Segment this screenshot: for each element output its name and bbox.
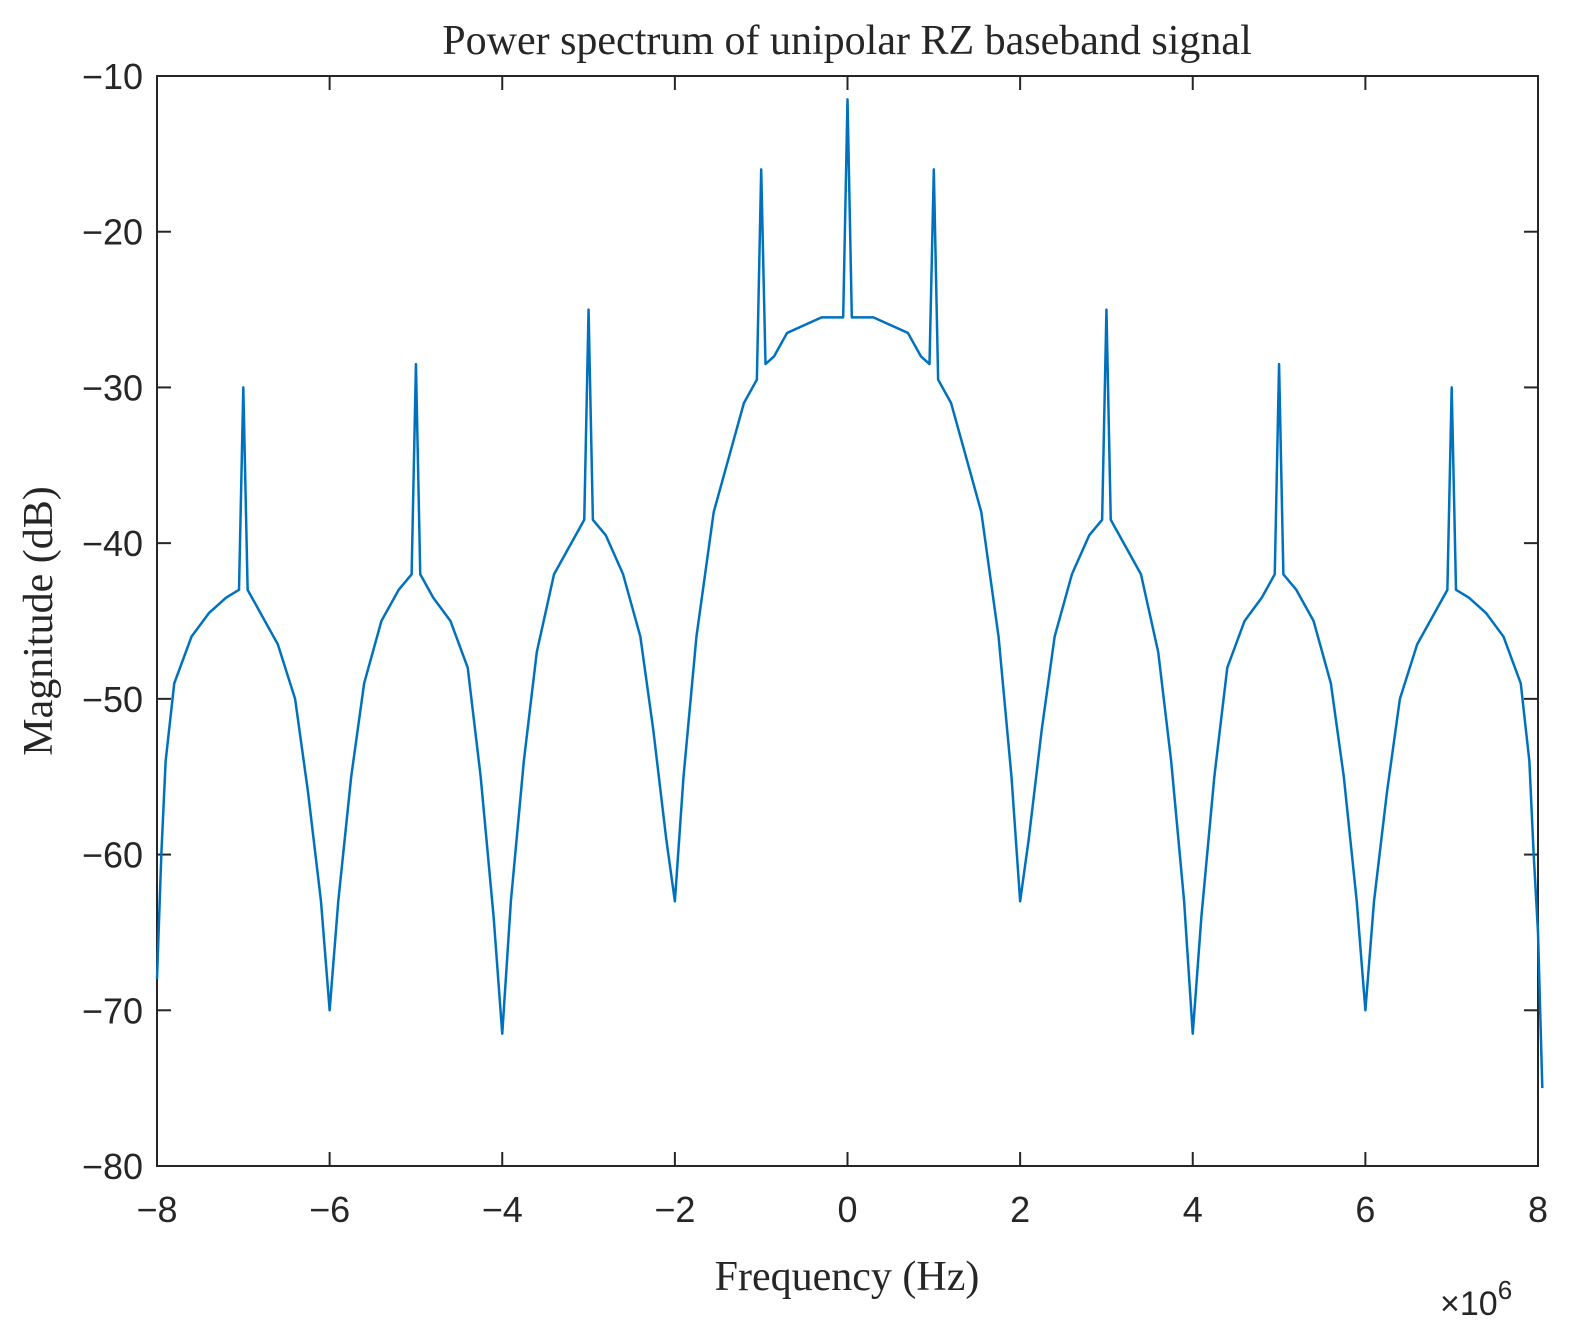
x-exponent-power: 6 [1498,1275,1512,1305]
y-tick-label: −40 [82,523,143,564]
x-tick-label: −4 [482,1189,523,1230]
x-axis-label: Frequency (Hz) [715,1254,980,1300]
x-tick-label: −2 [654,1189,695,1230]
x-tick-label: 6 [1355,1189,1375,1230]
x-tick-label: 4 [1183,1189,1203,1230]
x-tick-label: −8 [136,1189,177,1230]
x-axis-exponent: ×106 [1440,1275,1512,1323]
x-tick-label: 8 [1528,1189,1548,1230]
x-tick-label: 2 [1010,1189,1030,1230]
y-tick-label: −10 [82,56,143,97]
chart-title: Power spectrum of unipolar RZ baseband s… [442,18,1251,64]
x-exponent-prefix: ×10 [1440,1285,1498,1323]
y-tick-label: −30 [82,367,143,408]
y-tick-label: −60 [82,835,143,876]
tick-labels: −8 −6 −4 −2 0 2 4 6 8−10−20−30−40−50−60−70−80 [82,56,1548,1230]
series-group [155,98,1544,1089]
y-tick-label: −70 [82,990,143,1031]
y-axis-label: Magnitude (dB) [16,486,62,755]
y-tick-label: −80 [82,1146,143,1187]
y-tick-label: −20 [82,212,143,253]
series-line-0 [155,98,1544,1089]
ticks [156,75,1539,1167]
axes-box [156,75,1539,1167]
x-tick-label: 0 [837,1189,857,1230]
y-tick-label: −50 [82,679,143,720]
x-tick-label: −6 [309,1189,350,1230]
